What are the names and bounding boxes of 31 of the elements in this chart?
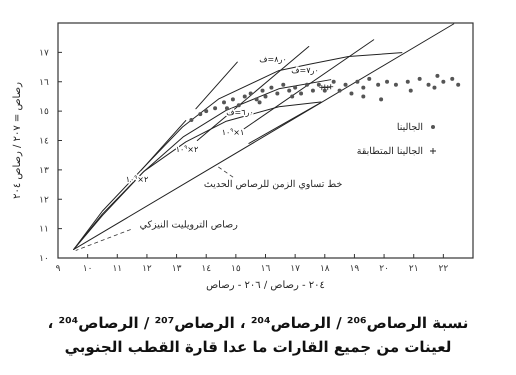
x-tick-label: ٢٠ xyxy=(379,264,389,274)
x-tick-label: ١٧ xyxy=(290,264,300,274)
y-tick-label: ١١ xyxy=(39,224,49,235)
x-axis-title: ٢٠٤ - رصاص / ٢٠٦ - رصاص xyxy=(206,280,325,291)
x-tick-label: ١٦ xyxy=(260,264,270,274)
annotation: ٠ر٨=ف xyxy=(259,55,287,64)
annotation: رصاص الترويليت النيزكي xyxy=(140,219,238,230)
x-tick-label: ١١ xyxy=(112,264,122,274)
x-tick-label: ٩ xyxy=(56,264,61,274)
y-tick-label: ١٣ xyxy=(39,166,49,176)
y-axis-title: رصاص = ٢٠٧ / رصاص ٢٠٤ xyxy=(12,82,23,199)
x-tick-label: ٢١ xyxy=(408,264,419,274)
y-tick-label: ١٧ xyxy=(39,48,49,58)
x-tick-label: ١٩ xyxy=(350,264,360,274)
x-tick-label: ٢٢ xyxy=(438,264,448,274)
y-tick-label: ١٥ xyxy=(39,107,49,118)
x-tick-label: ١٥ xyxy=(231,264,241,274)
x-tick-label: ١٣ xyxy=(172,264,182,274)
legend-label: الجالينا المتطابقة xyxy=(356,146,423,157)
annotation: ٠ر٧=ف xyxy=(291,66,319,75)
y-tick-label: ١٤ xyxy=(39,136,49,146)
annotation: خط تساوي الزمن للرصاص الحديث xyxy=(204,179,342,190)
x-tick-label: ١٠ xyxy=(82,264,92,274)
y-tick-label: ١٢ xyxy=(39,195,49,206)
y-tick-label: ١٦ xyxy=(39,78,49,88)
text: نسبة الرصاص²⁰⁶ / الرصاص²⁰⁴ ، الرصاص²⁰⁷ / الرصاص²⁰⁴ ، لعينات من جميع القارات ما عدا قارة القطب الجنوبي xyxy=(48,314,468,356)
x-tick-label: ١٤ xyxy=(201,264,212,274)
legend-label: الجالينا xyxy=(396,122,423,133)
x-tick-label: ١٢ xyxy=(142,264,152,274)
y-tick-label: ١٠ xyxy=(39,254,49,264)
x-tick-label: ١٨ xyxy=(320,264,330,274)
